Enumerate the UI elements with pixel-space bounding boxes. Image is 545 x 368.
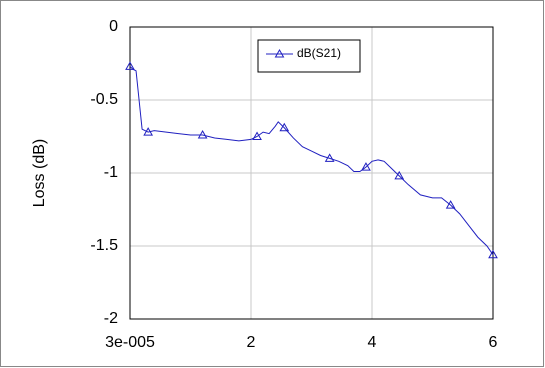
data-marker (279, 122, 290, 132)
data-marker (252, 131, 262, 140)
x-tick-label: 4 (368, 334, 377, 351)
data-marker (394, 170, 405, 180)
data-marker (324, 153, 335, 162)
plot-border (129, 26, 494, 320)
data-marker (488, 249, 498, 259)
y-tick-label: -1.5 (90, 237, 118, 254)
x-tick-label: 3e-005 (105, 334, 155, 351)
y-tick-label: 0 (109, 18, 118, 35)
legend-marker (274, 48, 285, 58)
y-tick-label: -2 (104, 310, 118, 327)
x-tick-label: 2 (247, 334, 256, 351)
legend-box (257, 39, 361, 73)
data-line (129, 66, 494, 256)
data-marker (143, 127, 154, 136)
y-tick-label: -0.5 (90, 91, 118, 108)
data-marker (125, 61, 135, 70)
data-marker (445, 200, 456, 209)
data-marker (361, 162, 371, 171)
x-tick-label: 6 (489, 334, 498, 351)
data-marker (197, 130, 208, 139)
y-tick-label: -1 (104, 164, 118, 181)
y-axis-label: Loss (dB) (31, 139, 48, 207)
legend-label: dB(S21) (297, 46, 341, 60)
